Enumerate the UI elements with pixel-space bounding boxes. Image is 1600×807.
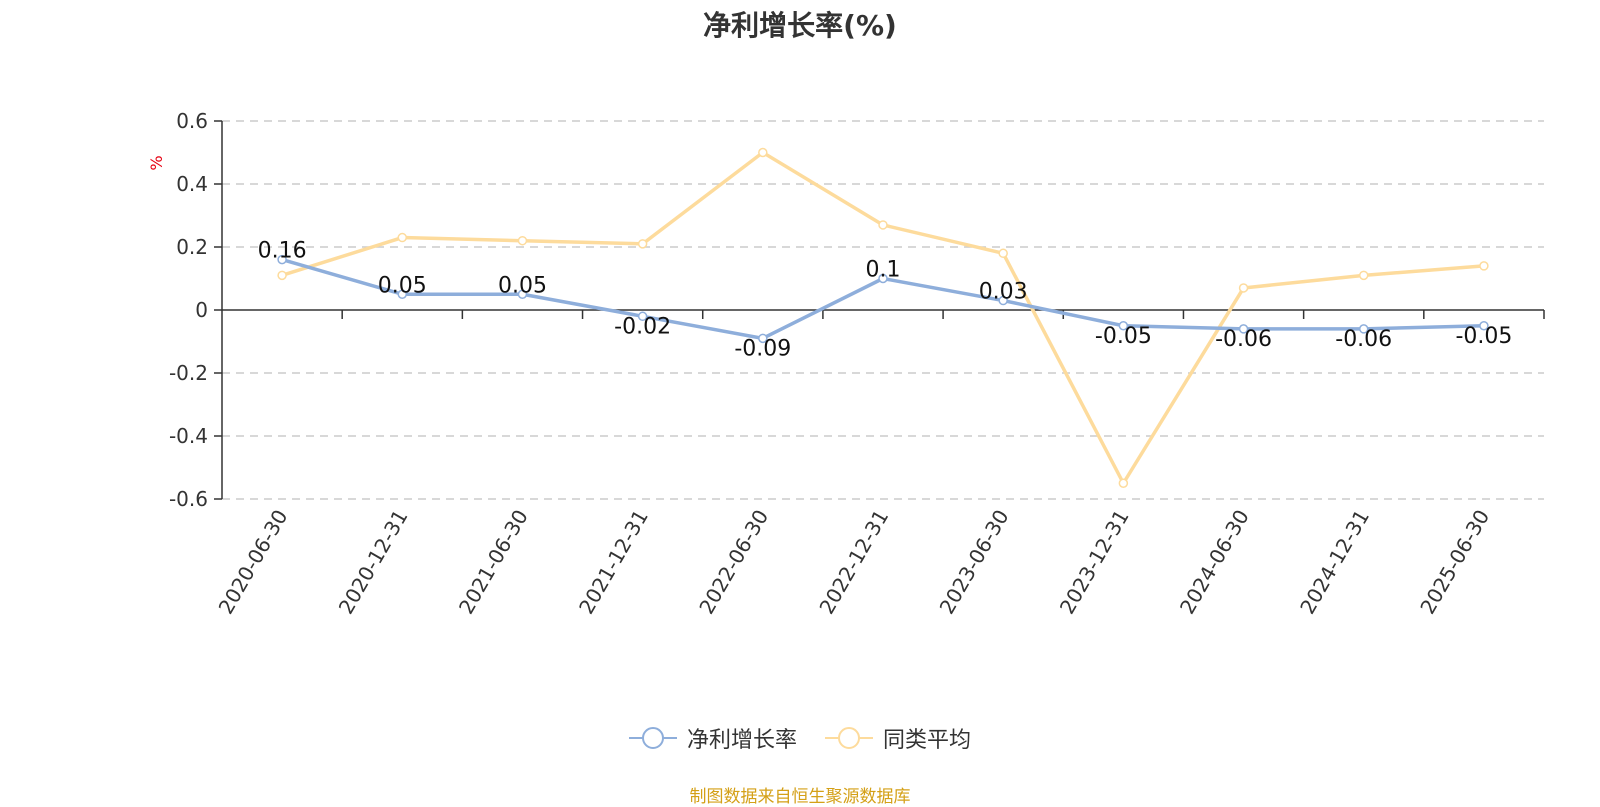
data-point-net-profit bbox=[1118, 321, 1129, 331]
x-tick-label: 2022-12-31 bbox=[814, 506, 893, 619]
data-label-net-profit: 0.16 bbox=[258, 239, 307, 264]
data-label-net-profit: -0.05 bbox=[1455, 324, 1512, 349]
y-tick-label: 0.6 bbox=[176, 109, 208, 133]
legend-marker-peer-average-icon bbox=[825, 727, 873, 749]
data-point-peer-average bbox=[878, 220, 888, 230]
data-point-net-profit bbox=[1358, 324, 1369, 334]
data-point-peer-average bbox=[517, 235, 528, 246]
data-label-net-profit: 0.1 bbox=[866, 258, 901, 283]
y-tick-label: -0.2 bbox=[169, 361, 208, 385]
data-point-peer-average bbox=[1479, 261, 1489, 271]
data-point-peer-average bbox=[637, 239, 648, 249]
x-tick-label: 2021-12-31 bbox=[574, 506, 653, 619]
legend-label-peer-average: 同类平均 bbox=[883, 728, 972, 753]
data-label-net-profit: 0.05 bbox=[378, 273, 427, 298]
data-point-peer-average bbox=[397, 232, 408, 243]
x-tick-label: 2023-06-30 bbox=[935, 506, 1014, 619]
data-point-net-profit bbox=[1479, 321, 1489, 331]
y-tick-label: 0 bbox=[195, 298, 208, 322]
x-tick-label: 2024-06-30 bbox=[1175, 506, 1254, 619]
data-label-net-profit: -0.06 bbox=[1215, 327, 1272, 352]
data-point-net-profit bbox=[1238, 324, 1249, 334]
y-axis-label: % bbox=[147, 155, 166, 170]
y-tick-label: -0.4 bbox=[169, 424, 208, 448]
x-tick-label: 2020-12-31 bbox=[334, 505, 413, 618]
x-tick-label: 2025-06-30 bbox=[1415, 506, 1494, 619]
x-tick-label: 2020-06-30 bbox=[214, 506, 293, 619]
data-label-net-profit: -0.09 bbox=[734, 336, 791, 361]
y-tick-label: -0.6 bbox=[169, 487, 208, 511]
chart-title: 净利增长率(%) bbox=[703, 9, 897, 42]
data-point-net-profit bbox=[878, 273, 888, 284]
data-label-net-profit: -0.06 bbox=[1335, 327, 1392, 352]
data-point-net-profit bbox=[998, 295, 1008, 306]
legend-marker-net-profit-icon bbox=[628, 727, 677, 749]
x-tick-label: 2021-06-30 bbox=[454, 506, 533, 619]
legend: 净利增长率 同类平均 bbox=[0, 722, 1600, 754]
data-point-net-profit bbox=[397, 289, 408, 299]
data-point-net-profit bbox=[517, 289, 528, 299]
data-labels: 0.16 0.05 0.05 -0.02 -0.09 0.1 0.03 -0.05 -0.06 -… bbox=[258, 239, 1513, 362]
y-tick-label: 0.2 bbox=[176, 235, 208, 259]
legend-item-net-profit[interactable]: 净利增长率 bbox=[628, 722, 797, 754]
data-label-net-profit: -0.02 bbox=[614, 314, 671, 339]
data-point-net-profit bbox=[637, 311, 648, 322]
grid-lines bbox=[222, 120, 1544, 500]
data-point-peer-average bbox=[1238, 283, 1249, 293]
legend-label-net-profit: 净利增长率 bbox=[686, 728, 797, 753]
data-point-peer-average bbox=[277, 270, 287, 281]
data-point-peer-average bbox=[758, 147, 768, 158]
data-point-peer-average bbox=[998, 248, 1008, 259]
x-tick-label: 2023-12-31 bbox=[1055, 506, 1134, 619]
data-point-net-profit bbox=[277, 254, 287, 265]
source-note: 制图数据来自恒生聚源数据库 bbox=[689, 787, 911, 807]
data-point-peer-average bbox=[1358, 270, 1369, 281]
x-tick-label: 2022-06-30 bbox=[694, 506, 773, 619]
data-label-net-profit: 0.05 bbox=[498, 273, 547, 298]
data-point-peer-average bbox=[1118, 478, 1129, 488]
data-point-net-profit bbox=[758, 333, 768, 344]
y-tick-label: 0.4 bbox=[176, 172, 208, 196]
data-label-net-profit: -0.05 bbox=[1095, 324, 1152, 349]
data-label-net-profit: 0.03 bbox=[979, 280, 1028, 305]
legend-item-peer-average[interactable]: 同类平均 bbox=[825, 722, 971, 754]
x-tick-label: 2024-12-31 bbox=[1295, 506, 1374, 619]
series-lines bbox=[277, 147, 1489, 488]
